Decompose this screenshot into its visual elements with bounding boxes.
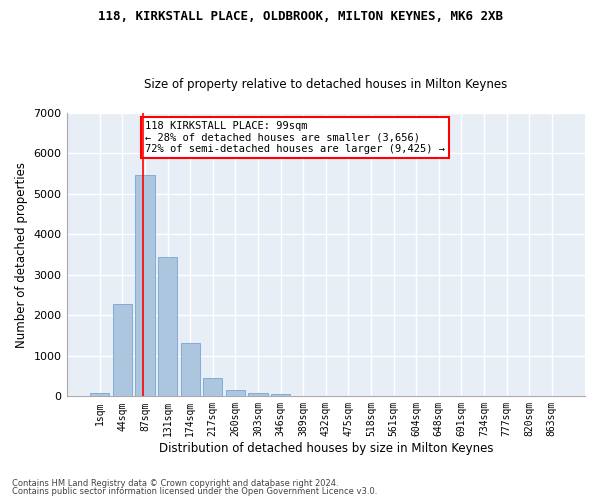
Text: 118 KIRKSTALL PLACE: 99sqm
← 28% of detached houses are smaller (3,656)
72% of s: 118 KIRKSTALL PLACE: 99sqm ← 28% of deta… xyxy=(145,121,445,154)
Bar xyxy=(113,304,132,396)
Bar xyxy=(226,390,245,396)
Title: Size of property relative to detached houses in Milton Keynes: Size of property relative to detached ho… xyxy=(144,78,508,91)
X-axis label: Distribution of detached houses by size in Milton Keynes: Distribution of detached houses by size … xyxy=(158,442,493,455)
Bar xyxy=(271,394,290,396)
Bar xyxy=(90,393,109,396)
Bar xyxy=(203,378,223,396)
Bar xyxy=(136,175,155,396)
Text: Contains HM Land Registry data © Crown copyright and database right 2024.: Contains HM Land Registry data © Crown c… xyxy=(12,478,338,488)
Y-axis label: Number of detached properties: Number of detached properties xyxy=(15,162,28,348)
Bar xyxy=(158,257,177,396)
Text: Contains public sector information licensed under the Open Government Licence v3: Contains public sector information licen… xyxy=(12,487,377,496)
Text: 118, KIRKSTALL PLACE, OLDBROOK, MILTON KEYNES, MK6 2XB: 118, KIRKSTALL PLACE, OLDBROOK, MILTON K… xyxy=(97,10,503,23)
Bar xyxy=(248,393,268,396)
Bar xyxy=(181,344,200,396)
